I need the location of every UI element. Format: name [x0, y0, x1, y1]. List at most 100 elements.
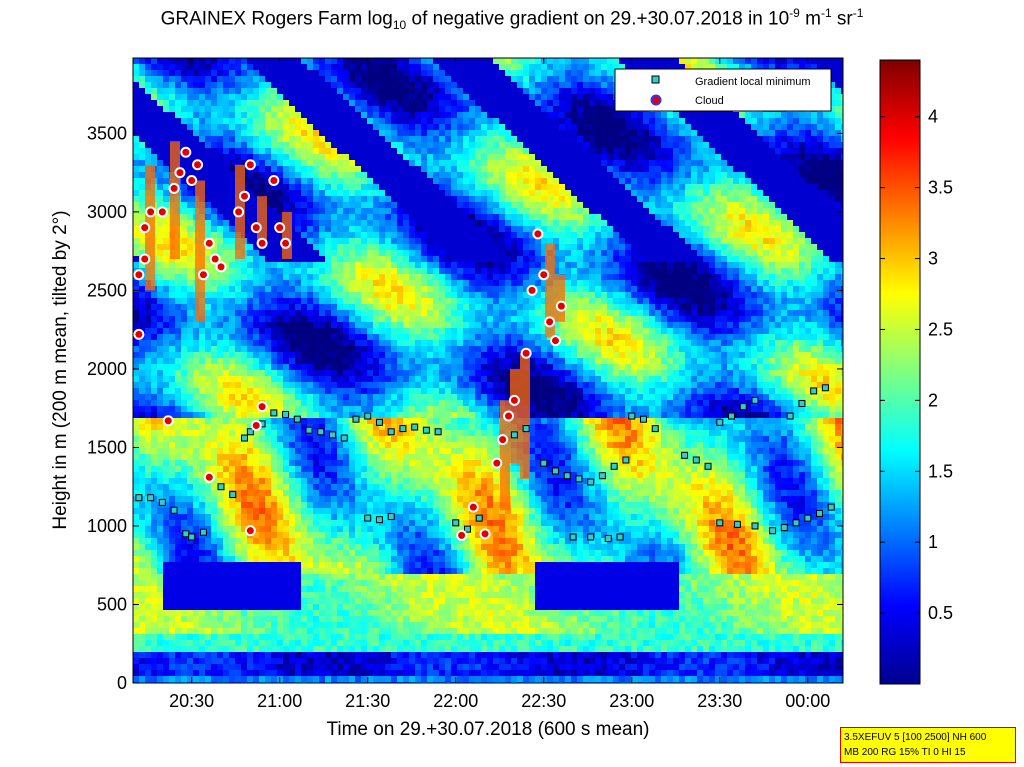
heat-cell	[289, 208, 295, 214]
heat-cell	[157, 328, 163, 334]
heat-cell	[397, 586, 403, 592]
heat-cell	[265, 544, 271, 550]
heat-cell	[217, 658, 223, 664]
heat-cell	[223, 328, 229, 334]
heat-cell	[343, 226, 349, 232]
heat-cell	[343, 556, 349, 562]
heat-cell	[175, 436, 181, 442]
heat-cell	[391, 466, 397, 472]
heat-cell	[325, 598, 331, 604]
heat-cell	[349, 580, 355, 586]
heat-cell	[319, 154, 325, 160]
heat-cell	[331, 130, 337, 136]
heat-cell	[169, 646, 175, 652]
heat-cell	[361, 562, 367, 568]
heat-cell	[313, 430, 319, 436]
heat-cell	[169, 634, 175, 640]
heat-cell	[217, 622, 223, 628]
heat-cell	[157, 376, 163, 382]
heat-cell	[253, 634, 259, 640]
heat-cell	[217, 58, 223, 64]
heat-cell	[331, 370, 337, 376]
heat-cell	[271, 574, 277, 580]
heat-cell	[265, 82, 271, 88]
heat-cell	[253, 352, 259, 358]
heat-cell	[259, 256, 265, 262]
heat-cell	[205, 424, 211, 430]
heat-cell	[361, 94, 367, 100]
heat-cell	[397, 250, 403, 256]
heat-cell	[349, 604, 355, 610]
heat-cell	[283, 328, 289, 334]
heat-cell	[211, 100, 217, 106]
heat-cell	[271, 394, 277, 400]
heat-cell	[241, 130, 247, 136]
heat-cell	[163, 532, 169, 538]
heat-cell	[397, 238, 403, 244]
heat-cell	[385, 592, 391, 598]
heat-cell	[133, 208, 139, 214]
heat-cell	[205, 88, 211, 94]
heat-cell	[187, 580, 193, 586]
heat-cell	[409, 352, 415, 358]
heat-cell	[349, 190, 355, 196]
heat-cell	[289, 106, 295, 112]
heat-cell	[145, 142, 151, 148]
heat-cell	[229, 628, 235, 634]
heat-cell	[265, 556, 271, 562]
heat-cell	[151, 610, 157, 616]
heat-cell	[355, 250, 361, 256]
heat-cell	[139, 340, 145, 346]
heat-cell	[349, 544, 355, 550]
heat-cell	[319, 160, 325, 166]
heat-cell	[241, 394, 247, 400]
heat-cell	[361, 520, 367, 526]
heat-cell	[283, 298, 289, 304]
heat-cell	[361, 628, 367, 634]
heat-cell	[313, 226, 319, 232]
heat-cell	[217, 160, 223, 166]
heat-cell	[253, 142, 259, 148]
heat-cell	[187, 118, 193, 124]
heat-cell	[373, 340, 379, 346]
heat-cell	[133, 76, 139, 82]
heat-cell	[283, 508, 289, 514]
heat-cell	[241, 94, 247, 100]
heat-cell	[229, 634, 235, 640]
heat-cell	[193, 670, 199, 676]
heat-cell	[151, 340, 157, 346]
heat-cell	[355, 274, 361, 280]
heat-cell	[319, 550, 325, 556]
heat-cell	[235, 544, 241, 550]
heat-cell	[151, 628, 157, 634]
heat-cell	[223, 604, 229, 610]
heat-cell	[205, 382, 211, 388]
heat-cell	[379, 508, 385, 514]
heat-cell	[187, 490, 193, 496]
heat-cell	[385, 106, 391, 112]
heat-cell	[283, 382, 289, 388]
heat-cell	[157, 88, 163, 94]
heat-cell	[229, 112, 235, 118]
heat-cell	[295, 166, 301, 172]
heat-cell	[307, 214, 313, 220]
heat-cell	[319, 472, 325, 478]
heat-cell	[355, 424, 361, 430]
heat-cell	[205, 148, 211, 154]
heat-cell	[229, 196, 235, 202]
heat-cell	[331, 658, 337, 664]
heat-cell	[391, 604, 397, 610]
heat-cell	[385, 298, 391, 304]
heat-cell	[277, 76, 283, 82]
heat-cell	[283, 664, 289, 670]
heat-cell	[349, 76, 355, 82]
heat-cell	[181, 64, 187, 70]
heat-cell	[403, 130, 409, 136]
heat-cell	[313, 364, 319, 370]
heat-cell	[385, 100, 391, 106]
heat-cell	[403, 490, 409, 496]
heat-cell	[193, 556, 199, 562]
heat-cell	[331, 556, 337, 562]
heat-cell	[193, 616, 199, 622]
heat-cell	[325, 538, 331, 544]
